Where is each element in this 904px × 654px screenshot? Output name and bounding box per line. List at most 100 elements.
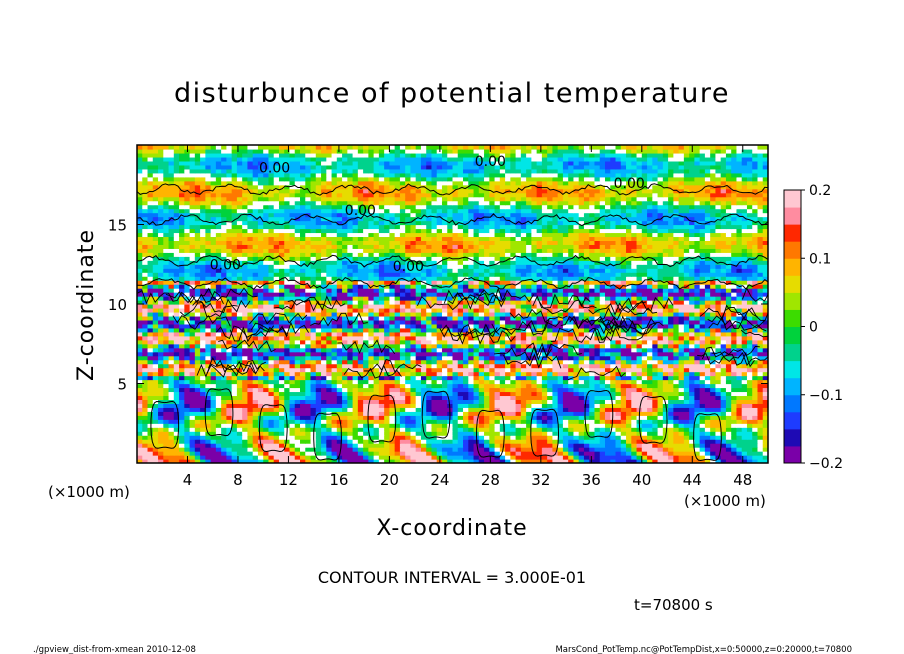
contour-interval-text: CONTOUR INTERVAL = 3.000E-01 (318, 568, 586, 587)
colorbar-band (784, 292, 801, 310)
colorbar-band (784, 258, 801, 276)
contour-line (711, 351, 768, 367)
contour-line (250, 321, 309, 338)
contour-line (530, 408, 559, 457)
contour-line (137, 183, 768, 196)
contour-line (584, 389, 614, 438)
contour-line (287, 296, 346, 310)
x-tick-label: 28 (481, 471, 500, 489)
contour-line (165, 290, 224, 304)
contour-line (494, 345, 552, 362)
contour-line (476, 287, 534, 303)
contour-lines (137, 183, 768, 462)
contour-line (273, 295, 332, 312)
contour-line (150, 400, 180, 449)
footer-left: ./gpview_dist-from-xmean 2010-12-08 (33, 645, 196, 654)
y-tick-label: 5 (117, 376, 127, 394)
chart-title: disturbunce of potential temperature (174, 78, 730, 109)
colorbar-band (784, 377, 801, 396)
colorbar-ticks: 0.2 0.1 0 −0.1 −0.2 (801, 183, 843, 472)
contour-labels: 0.00 0.00 0.00 0.00 0.00 0.00 (210, 154, 645, 275)
colorbar-tick-label: 0 (809, 320, 818, 336)
contour-line (569, 315, 628, 331)
contour-line (588, 301, 647, 316)
contour-line (720, 306, 768, 321)
contour-line (249, 312, 308, 325)
contour-value-label: 0.00 (345, 203, 376, 219)
contour-line (218, 339, 276, 353)
colorbar-band (784, 343, 801, 362)
x-tick-label: 24 (430, 471, 449, 489)
contour-line (179, 302, 238, 318)
contour-line (509, 308, 568, 323)
y-axis-ticks: 5 10 15 (108, 217, 768, 394)
colorbar-band (784, 241, 801, 259)
colorbar-tick-label: 0.1 (809, 251, 831, 267)
x-tick-label: 12 (279, 471, 298, 489)
x-axis-label: X-coordinate (376, 516, 527, 541)
colorbar-band (784, 309, 801, 327)
x-tick-label: 48 (733, 471, 752, 489)
y-axis-label: Z-coordinate (74, 229, 99, 381)
contour-line (441, 323, 500, 339)
contour-line (503, 353, 562, 369)
contour-line (364, 358, 422, 373)
colorbar-band (784, 394, 801, 413)
contour-line (137, 254, 768, 268)
contour-line (638, 395, 668, 444)
contour-line (598, 317, 656, 330)
contour-value-label: 0.00 (614, 176, 645, 192)
contour-line (313, 412, 342, 461)
contour-line (229, 326, 288, 343)
contour-line (457, 330, 516, 345)
x-tick-label: 32 (531, 471, 550, 489)
time-label: t=70800 s (634, 596, 713, 614)
contour-line (567, 365, 626, 381)
contour-line (538, 299, 597, 315)
contour-line (204, 388, 234, 437)
contour-line (588, 326, 647, 342)
contour-line (697, 352, 755, 368)
x-tick-label: 40 (632, 471, 651, 489)
contour-line (207, 356, 266, 373)
x-tick-label: 20 (380, 471, 399, 489)
heatmap-field (137, 145, 768, 463)
contour-value-label: 0.00 (210, 257, 241, 273)
contour-line (310, 312, 368, 327)
colorbar-bands (784, 190, 801, 464)
contour-line (740, 329, 768, 338)
contour-line (524, 342, 582, 359)
contour-line (599, 305, 658, 321)
contour-line (258, 404, 288, 453)
contour-line (367, 394, 397, 443)
contour-value-label: 0.00 (259, 160, 290, 176)
contour-line (337, 339, 396, 355)
contour-line (215, 325, 275, 340)
contour-line (421, 390, 451, 439)
contour-line (137, 289, 196, 305)
contour-line (439, 326, 498, 342)
contour-line (560, 315, 619, 331)
x-tick-label: 4 (183, 471, 193, 489)
contour-line (741, 287, 768, 302)
x-axis-unit-right: (×1000 m) (684, 492, 766, 510)
colorbar-band (784, 411, 801, 430)
colorbar: 0.2 0.1 0 −0.1 −0.2 (783, 183, 843, 472)
contour-value-label: 0.00 (475, 154, 506, 170)
x-axis-ticks: 4 8 12 16 20 24 28 32 36 40 44 48 (183, 145, 752, 489)
colorbar-band (784, 360, 801, 379)
contour-line (172, 314, 231, 330)
x-axis-unit-left: (×1000 m) (48, 483, 130, 501)
contour-line (693, 413, 722, 462)
colorbar-band (784, 445, 801, 464)
colorbar-tick-label: 0.2 (809, 183, 831, 199)
contour-line (701, 345, 760, 360)
contour-line (343, 364, 402, 379)
x-tick-label: 16 (329, 471, 348, 489)
contour-line (199, 287, 258, 301)
colorbar-band (784, 428, 801, 447)
colorbar-band (784, 275, 801, 293)
contour-line (137, 276, 768, 290)
contour-line (475, 409, 505, 458)
colorbar-band (784, 207, 801, 225)
